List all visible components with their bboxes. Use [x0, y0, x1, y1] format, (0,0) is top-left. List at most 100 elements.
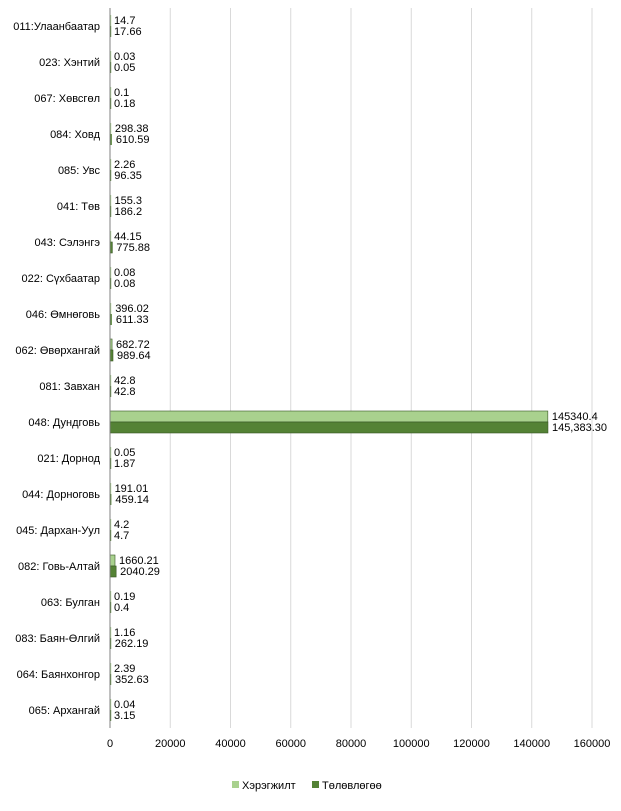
x-tick-label: 160000 — [574, 738, 611, 750]
data-label-implementation: 0.05 — [114, 447, 135, 459]
data-label-plan: 459.14 — [115, 494, 149, 506]
bars — [109, 15, 549, 721]
bar-plan — [110, 530, 112, 541]
data-label-plan: 611.33 — [116, 314, 149, 326]
x-tick-label: 120000 — [453, 738, 490, 750]
data-label-implementation: 0.03 — [114, 51, 135, 63]
data-label-implementation: 1.16 — [114, 627, 135, 639]
bar-implementation — [110, 483, 112, 494]
category-label: 064: Баянхонгор — [17, 669, 100, 681]
category-label: 023: Хэнтий — [39, 57, 100, 69]
x-tick-label: 80000 — [336, 738, 367, 750]
legend-label-plan: Төлөвлөгөө — [322, 780, 382, 792]
data-label-plan: 0.4 — [114, 602, 129, 614]
bar-plan — [110, 458, 112, 469]
bar-plan — [110, 710, 112, 721]
bar-implementation — [110, 627, 112, 638]
bar-plan — [110, 278, 112, 289]
data-label-plan: 0.05 — [114, 62, 135, 74]
category-label: 062: Өвөрхангай — [15, 345, 100, 357]
bar-implementation — [110, 51, 112, 62]
data-label-plan: 96.35 — [114, 170, 142, 182]
data-label-plan: 1.87 — [114, 458, 135, 470]
data-label-implementation: 44.15 — [114, 231, 142, 243]
data-label-implementation: 14.7 — [114, 15, 135, 27]
bar-implementation — [110, 87, 112, 98]
data-label-implementation: 0.08 — [114, 267, 135, 279]
data-label-plan: 262.19 — [115, 638, 149, 650]
category-label: 084: Ховд — [50, 129, 101, 141]
data-label-plan: 4.7 — [114, 530, 129, 542]
category-label: 048: Дундговь — [28, 417, 100, 429]
x-tick-label: 60000 — [275, 738, 306, 750]
data-label-implementation: 2.26 — [114, 159, 135, 171]
data-label-plan: 42.8 — [114, 386, 135, 398]
bar-implementation — [110, 663, 112, 674]
bar-plan — [110, 386, 112, 397]
x-tick-label: 100000 — [393, 738, 430, 750]
data-label-implementation: 0.04 — [114, 699, 135, 711]
data-label-implementation: 4.2 — [114, 519, 129, 531]
bar-implementation — [110, 267, 112, 278]
data-label-implementation: 191.01 — [115, 483, 149, 495]
data-label-implementation: 145340.4 — [552, 411, 598, 423]
data-label-plan: 0.18 — [114, 98, 135, 110]
data-label-implementation: 42.8 — [114, 375, 135, 387]
bar-plan — [110, 494, 112, 505]
category-label: 046: Өмнөговь — [26, 309, 101, 321]
legend: Хэрэгжилт Төлөвлөгөө — [232, 780, 382, 792]
bar-implementation — [110, 447, 112, 458]
data-label-plan: 186.2 — [115, 206, 143, 218]
legend-label-implementation: Хэрэгжилт — [242, 780, 296, 792]
bar-plan — [110, 674, 112, 685]
category-label: 045: Дархан-Уул — [16, 525, 100, 537]
bar-implementation — [110, 195, 112, 206]
category-label: 041: Төв — [57, 201, 100, 213]
bar-implementation — [110, 15, 112, 26]
data-label-plan: 17.66 — [114, 26, 142, 38]
bar-plan — [110, 26, 112, 37]
bar-implementation — [109, 554, 116, 567]
data-label-implementation: 0.1 — [114, 87, 129, 99]
bar-implementation — [110, 231, 112, 242]
category-label: 011:Улаанбаатар — [13, 21, 100, 33]
category-label: 043: Сэлэнгэ — [34, 237, 100, 249]
bar-plan — [110, 170, 112, 181]
legend-swatch-implementation — [232, 781, 239, 788]
bar-plan — [109, 565, 117, 578]
data-label-implementation: 682.72 — [116, 339, 150, 351]
legend-swatch-plan — [312, 781, 319, 788]
category-label: 067: Хөвсгөл — [34, 93, 100, 105]
bar-plan — [109, 421, 549, 434]
category-label: 081: Завхан — [39, 381, 100, 393]
gridlines — [169, 8, 593, 728]
data-label-plan: 0.08 — [114, 278, 135, 290]
data-label-implementation: 1660.21 — [119, 555, 159, 567]
x-tick-labels: 0 20000 40000 60000 80000 100000 120000 140000 1… — [107, 738, 610, 750]
bar-plan — [110, 134, 112, 145]
bar-plan — [110, 206, 112, 217]
data-label-plan: 145,383.30 — [552, 422, 607, 434]
category-label: 085: Увс — [58, 165, 101, 177]
bar-implementation — [110, 123, 112, 134]
category-label: 082: Говь-Алтай — [18, 561, 100, 573]
data-label-plan: 352.63 — [115, 674, 149, 686]
bar-implementation — [110, 591, 112, 602]
data-label-plan: 775.88 — [116, 242, 150, 254]
bar-implementation — [110, 303, 112, 314]
x-tick-label: 140000 — [513, 738, 550, 750]
bar-implementation — [110, 699, 112, 710]
category-label: 065: Архангай — [29, 705, 100, 717]
bar-implementation — [110, 159, 112, 170]
bar-plan — [110, 314, 112, 325]
data-label-plan: 2040.29 — [120, 566, 160, 578]
x-tick-label: 40000 — [215, 738, 246, 750]
x-tick-label: 0 — [107, 738, 113, 750]
x-tick-label: 20000 — [155, 738, 186, 750]
bar-implementation — [109, 410, 549, 423]
bar-plan — [110, 62, 112, 73]
data-label-plan: 3.15 — [114, 710, 135, 722]
data-label-plan: 610.59 — [116, 134, 150, 146]
